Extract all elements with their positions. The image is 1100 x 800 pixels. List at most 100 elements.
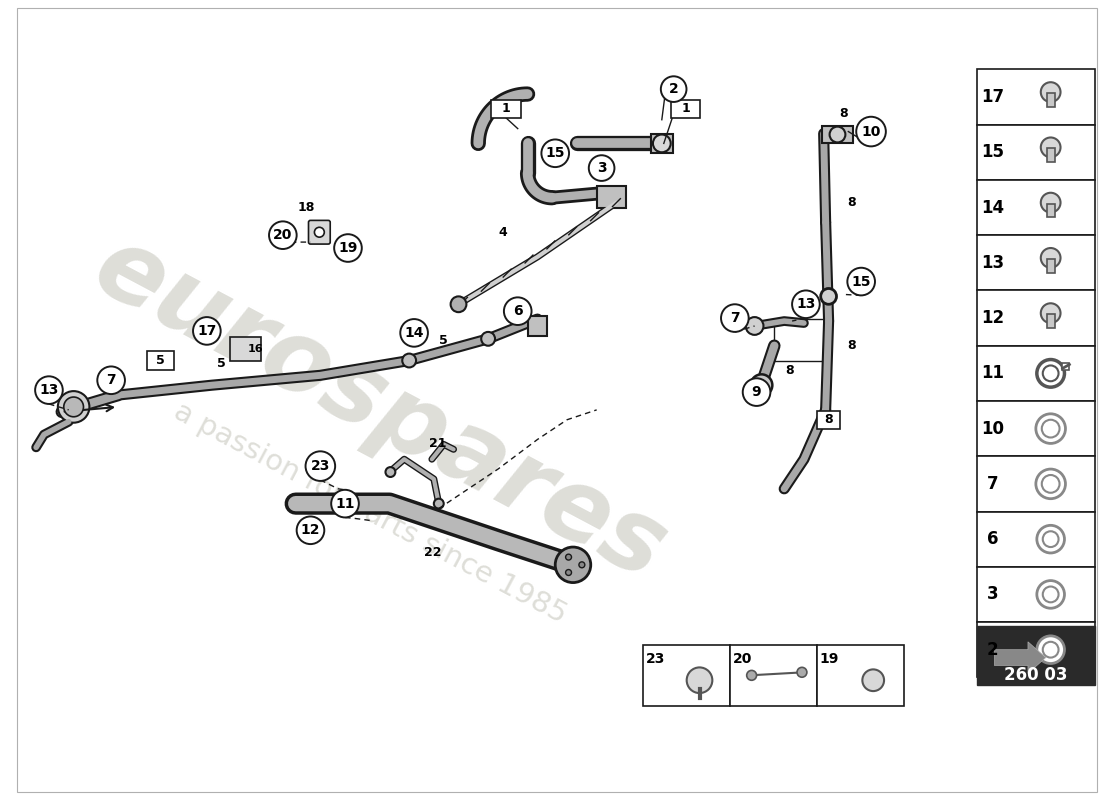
Circle shape bbox=[1041, 193, 1060, 213]
Text: 11: 11 bbox=[336, 497, 355, 510]
Circle shape bbox=[1041, 303, 1060, 323]
Circle shape bbox=[862, 670, 884, 691]
Text: 1: 1 bbox=[681, 102, 690, 115]
Text: 15: 15 bbox=[981, 143, 1004, 162]
Circle shape bbox=[315, 227, 324, 237]
Bar bbox=[146, 350, 174, 370]
Circle shape bbox=[504, 298, 531, 325]
Text: 13: 13 bbox=[981, 254, 1004, 272]
Circle shape bbox=[829, 126, 846, 142]
Bar bbox=[977, 346, 1096, 401]
Circle shape bbox=[35, 376, 63, 404]
Text: 5: 5 bbox=[439, 334, 448, 347]
Circle shape bbox=[58, 391, 89, 422]
Bar bbox=[528, 316, 548, 336]
Text: 5: 5 bbox=[156, 354, 165, 367]
Text: 3: 3 bbox=[987, 586, 998, 603]
Circle shape bbox=[1037, 526, 1065, 553]
Circle shape bbox=[792, 290, 820, 318]
Text: 9: 9 bbox=[751, 385, 761, 399]
Text: 23: 23 bbox=[310, 459, 330, 473]
Text: 7: 7 bbox=[730, 311, 739, 325]
FancyBboxPatch shape bbox=[308, 220, 330, 244]
Text: 13: 13 bbox=[40, 383, 58, 397]
Bar bbox=[1047, 93, 1055, 107]
Bar bbox=[730, 645, 817, 706]
Circle shape bbox=[1043, 586, 1058, 602]
Circle shape bbox=[331, 490, 359, 518]
Circle shape bbox=[798, 667, 807, 678]
Text: 3: 3 bbox=[597, 161, 606, 175]
Text: 12: 12 bbox=[981, 309, 1004, 327]
Text: 8: 8 bbox=[824, 414, 833, 426]
Bar bbox=[1062, 363, 1069, 370]
Text: 2: 2 bbox=[669, 82, 679, 96]
Polygon shape bbox=[994, 642, 1046, 674]
Circle shape bbox=[192, 317, 221, 345]
Text: 20: 20 bbox=[273, 228, 293, 242]
Bar bbox=[977, 622, 1096, 678]
Text: 13: 13 bbox=[796, 298, 815, 311]
Circle shape bbox=[64, 397, 84, 417]
Circle shape bbox=[400, 319, 428, 346]
Text: 23: 23 bbox=[646, 651, 666, 666]
Circle shape bbox=[856, 117, 886, 146]
Circle shape bbox=[451, 296, 466, 312]
Text: 18: 18 bbox=[298, 201, 316, 214]
Text: 2: 2 bbox=[987, 641, 998, 658]
Circle shape bbox=[481, 332, 495, 346]
Text: 5: 5 bbox=[218, 357, 226, 370]
Bar bbox=[774, 319, 824, 361]
Circle shape bbox=[1041, 248, 1060, 268]
Text: a passion for parts since 1985: a passion for parts since 1985 bbox=[168, 398, 571, 630]
Bar bbox=[671, 100, 701, 118]
Text: 4: 4 bbox=[498, 226, 507, 238]
Text: 21: 21 bbox=[429, 437, 447, 450]
Circle shape bbox=[541, 139, 569, 167]
Circle shape bbox=[579, 562, 585, 568]
Circle shape bbox=[1041, 82, 1060, 102]
Circle shape bbox=[661, 76, 686, 102]
FancyArrowPatch shape bbox=[65, 405, 113, 412]
Bar bbox=[977, 626, 1096, 686]
Circle shape bbox=[847, 268, 874, 295]
Text: 17: 17 bbox=[197, 324, 217, 338]
Circle shape bbox=[270, 222, 297, 249]
Circle shape bbox=[306, 451, 336, 481]
Circle shape bbox=[556, 547, 591, 582]
Text: 6: 6 bbox=[513, 304, 522, 318]
Bar bbox=[977, 401, 1096, 456]
Bar bbox=[491, 100, 520, 118]
Bar bbox=[977, 290, 1096, 346]
Bar bbox=[1047, 314, 1055, 328]
Bar bbox=[651, 134, 673, 154]
Text: eurospares: eurospares bbox=[77, 218, 682, 601]
Circle shape bbox=[1036, 414, 1066, 443]
Circle shape bbox=[686, 667, 713, 693]
Text: 14: 14 bbox=[981, 198, 1004, 217]
Bar bbox=[817, 411, 840, 429]
Text: 6: 6 bbox=[987, 530, 998, 548]
Text: 8: 8 bbox=[839, 107, 848, 120]
Text: 11: 11 bbox=[981, 364, 1004, 382]
Circle shape bbox=[746, 317, 763, 335]
Circle shape bbox=[1042, 420, 1059, 438]
Text: 7: 7 bbox=[107, 374, 116, 387]
Circle shape bbox=[750, 374, 772, 396]
Circle shape bbox=[1036, 469, 1066, 498]
Text: 20: 20 bbox=[733, 651, 752, 666]
Text: 8: 8 bbox=[784, 364, 793, 377]
Circle shape bbox=[1043, 531, 1058, 547]
Bar bbox=[977, 566, 1096, 622]
Text: 10: 10 bbox=[981, 420, 1004, 438]
Text: 7: 7 bbox=[987, 475, 998, 493]
Bar bbox=[977, 125, 1096, 180]
Bar bbox=[977, 456, 1096, 511]
Circle shape bbox=[1037, 581, 1065, 608]
Text: 1: 1 bbox=[502, 102, 510, 115]
Bar bbox=[1047, 259, 1055, 273]
Bar bbox=[977, 511, 1096, 566]
Circle shape bbox=[1041, 138, 1060, 158]
Bar bbox=[817, 645, 903, 706]
Circle shape bbox=[334, 234, 362, 262]
